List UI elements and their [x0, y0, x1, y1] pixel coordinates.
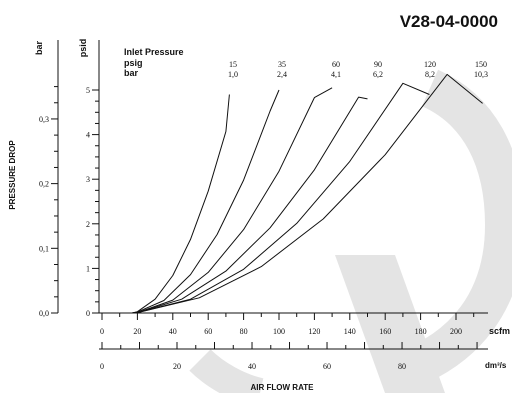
dms-tick-label: 0	[100, 362, 104, 371]
y-unit-psid: psid	[78, 39, 88, 58]
scfm-tick-label: 100	[273, 327, 285, 336]
curve-90-psig	[132, 96, 368, 314]
bar-tick-label: 0,1	[39, 244, 49, 253]
scfm-tick-label: 0	[100, 327, 104, 336]
series-psig-label: 60	[332, 60, 340, 69]
psid-tick-label: 5	[86, 86, 90, 95]
legend-psig-label: psig	[124, 58, 143, 68]
psid-tick-label: 3	[86, 175, 90, 184]
series-bar-label: 8,2	[425, 70, 435, 79]
series-psig-label: 15	[229, 60, 237, 69]
scfm-tick-label: 80	[240, 327, 248, 336]
scfm-tick-label: 20	[133, 327, 141, 336]
legend-title: Inlet Pressure	[124, 47, 184, 57]
scfm-tick-label: 200	[450, 327, 462, 336]
dms-tick-label: 20	[173, 362, 181, 371]
watermark-bar	[335, 255, 445, 393]
y-axis-title: PRESSURE DROP	[8, 140, 17, 210]
series-psig-label: 120	[424, 60, 436, 69]
scfm-tick-label: 180	[415, 327, 427, 336]
series-bar-label: 10,3	[474, 70, 488, 79]
x-unit-scfm: scfm	[489, 326, 510, 336]
psid-tick-label: 4	[86, 131, 90, 140]
scfm-tick-label: 160	[379, 327, 391, 336]
dms-tick-label: 80	[398, 362, 406, 371]
series-bar-label: 6,2	[373, 70, 383, 79]
bar-tick-label: 0,3	[39, 115, 49, 124]
chart-code: V28-04-0000	[400, 12, 498, 31]
bar-tick-label: 0,0	[39, 309, 49, 318]
curve-150-psig	[132, 73, 483, 314]
scfm-tick-label: 60	[204, 327, 212, 336]
watermark-arc-lower	[189, 349, 264, 393]
scfm-tick-label: 140	[344, 327, 356, 336]
psid-tick-label: 0	[86, 309, 90, 318]
x-unit-dms: dm³/s	[485, 361, 507, 370]
series-psig-label: 35	[278, 60, 286, 69]
scfm-tick-label: 120	[308, 327, 320, 336]
curve-15-psig	[131, 94, 230, 314]
dms-tick-label: 60	[323, 362, 331, 371]
psid-tick-label: 2	[86, 220, 90, 229]
psid-tick-label: 1	[86, 264, 90, 273]
curve-60-psig	[132, 87, 333, 314]
curve-35-psig	[132, 89, 280, 314]
y-unit-bar: bar	[34, 41, 44, 56]
scfm-tick-label: 40	[169, 327, 177, 336]
watermark-arc	[393, 69, 512, 391]
bar-tick-label: 0,2	[39, 180, 49, 189]
series-psig-label: 90	[374, 60, 382, 69]
x-axis-title: AIR FLOW RATE	[251, 383, 315, 392]
dms-tick-label: 40	[248, 362, 256, 371]
series-bar-label: 2,4	[277, 70, 287, 79]
series-bar-label: 4,1	[331, 70, 341, 79]
series-psig-label: 150	[475, 60, 487, 69]
legend-bar-label: bar	[124, 68, 139, 78]
series-bar-label: 1,0	[228, 70, 238, 79]
